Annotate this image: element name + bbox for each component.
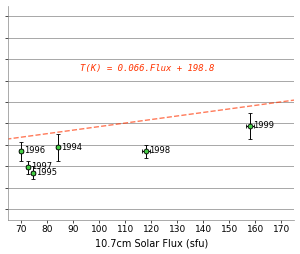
Text: 1998: 1998 [149,146,170,155]
Text: 1994: 1994 [61,142,82,152]
Text: T(K) = 0.066.Flux + 198.8: T(K) = 0.066.Flux + 198.8 [80,64,214,73]
Text: 1996: 1996 [25,146,46,155]
X-axis label: 10.7cm Solar Flux (sfu): 10.7cm Solar Flux (sfu) [95,239,208,248]
Text: 1997: 1997 [31,162,52,171]
Text: 1999: 1999 [253,121,274,130]
Text: 1995: 1995 [36,168,57,177]
